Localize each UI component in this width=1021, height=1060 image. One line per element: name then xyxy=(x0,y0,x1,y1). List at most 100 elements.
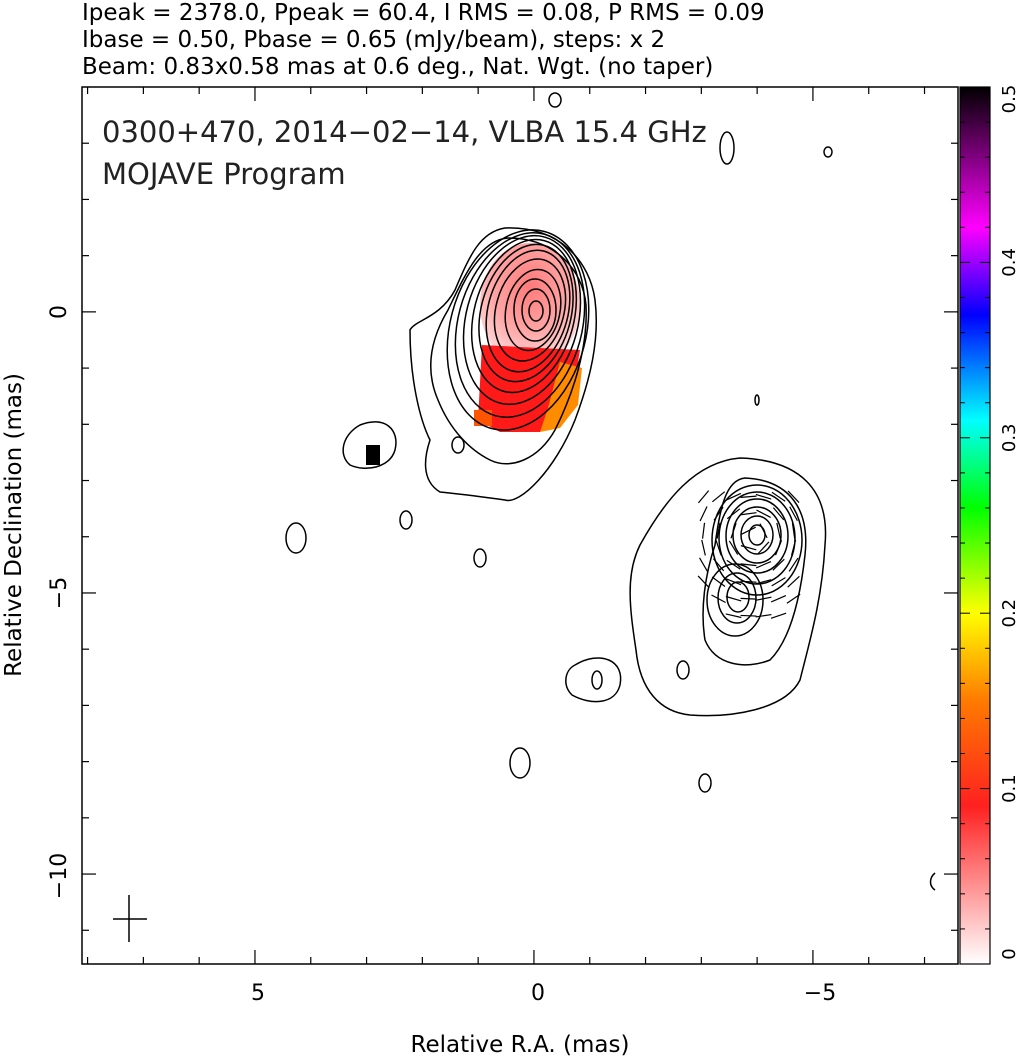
polarization-vector xyxy=(755,613,772,618)
polarization-vector xyxy=(772,507,785,521)
core-contour-outer xyxy=(409,227,598,502)
core-contour-2 xyxy=(429,237,587,465)
southern-contours xyxy=(565,457,827,717)
core-contour-11 xyxy=(513,278,557,342)
core-contour-13 xyxy=(528,300,544,322)
south-contour-3 xyxy=(711,484,803,596)
core-contour-8 xyxy=(485,249,571,373)
core-contours xyxy=(342,227,598,502)
south-contour-blob xyxy=(676,660,690,680)
polarization-patch-black xyxy=(366,445,380,465)
x-tick-label-0: 0 xyxy=(531,981,545,1006)
colorbar-tick-labels: 0 0.1 0.2 0.3 0.4 0.5 xyxy=(999,85,1020,960)
core-contour-7 xyxy=(478,243,574,383)
polarization-vector xyxy=(787,575,800,588)
polarization-vector xyxy=(699,557,709,572)
x-tick-label-minus5: −5 xyxy=(804,981,836,1006)
polarization-vector xyxy=(740,580,757,583)
polarization-vector xyxy=(730,522,737,539)
polarization-vector xyxy=(756,509,771,518)
polarization-vectors xyxy=(697,490,801,619)
polarization-vector xyxy=(701,539,706,556)
polarization-vector xyxy=(771,491,786,502)
beam-marker xyxy=(113,895,147,942)
core-contour-3 xyxy=(446,229,590,431)
polarization-vector xyxy=(755,596,772,601)
polarization-vector xyxy=(740,545,757,551)
south-b-contour-1 xyxy=(706,563,764,637)
polarization-vector xyxy=(699,506,708,522)
plot-frame xyxy=(81,86,959,965)
south-contour-2 xyxy=(702,477,807,666)
polarization-vector xyxy=(697,490,710,504)
polarization-vector xyxy=(716,522,721,539)
polarization-patch-edge xyxy=(474,410,492,426)
colorbar-tick-label: 0.5 xyxy=(999,85,1020,114)
core-contour-12 xyxy=(521,288,551,332)
colorbar-tick-label: 0.1 xyxy=(999,774,1020,803)
polarization-vector xyxy=(755,579,772,585)
header-line-1: Ipeak = 2378.0, Ppeak = 60.4, I RMS = 0.… xyxy=(82,0,765,26)
polarization-vector xyxy=(741,526,756,535)
polarization-vector xyxy=(697,575,710,588)
x-tick-label-5: 5 xyxy=(251,981,265,1006)
noise-contour-1 xyxy=(548,92,562,108)
noise-contour-11 xyxy=(929,872,936,891)
core-contour-bay-1 xyxy=(342,421,397,469)
south-contour-side xyxy=(565,657,622,703)
polarization-vector xyxy=(725,613,742,619)
polarization-vector xyxy=(726,559,741,570)
polarization-vector xyxy=(740,495,757,498)
polarization-vector xyxy=(788,557,799,572)
core-contour-bay-2 xyxy=(451,436,465,454)
noise-contour-10 xyxy=(698,773,712,793)
polarization-vector xyxy=(711,576,726,587)
polarization-vector xyxy=(728,540,739,555)
colorbar xyxy=(959,86,991,965)
core-contour-6 xyxy=(470,238,578,394)
polarization-vector xyxy=(770,612,787,619)
noise-contour-4 xyxy=(285,522,307,554)
y-tick-label-minus5: −5 xyxy=(47,577,72,609)
polarization-vector xyxy=(791,522,796,539)
polarization-vector xyxy=(701,522,706,539)
polarization-vector xyxy=(740,563,757,567)
core-contour-5 xyxy=(462,234,582,406)
noise-contour-8 xyxy=(591,670,603,690)
polarization-vector xyxy=(755,493,772,500)
noise-contours xyxy=(285,92,936,891)
south-contour-outer xyxy=(629,457,827,717)
header-line-3: Beam: 0.83x0.58 mas at 0.6 deg., Nat. Wg… xyxy=(82,54,714,80)
south-contour-7 xyxy=(740,515,774,555)
noise-contour-5 xyxy=(399,510,413,530)
polarization-vector xyxy=(713,506,724,521)
south-contour-8 xyxy=(748,524,766,546)
x-axis-label: Relative R.A. (mas) xyxy=(411,1032,630,1058)
polarization-vector xyxy=(774,540,783,556)
south-contour-6 xyxy=(732,506,782,564)
axis-ticks xyxy=(82,87,958,964)
polarization-vector xyxy=(740,597,757,600)
noise-contour-3 xyxy=(823,146,833,158)
plot-title: 0300+470, 2014−02−14, VLBA 15.4 GHz xyxy=(102,115,707,149)
polarization-vector xyxy=(759,523,768,539)
polarization-vector xyxy=(726,508,741,520)
core-contour-9 xyxy=(493,258,567,362)
colorbar-tick-label: 0 xyxy=(999,948,1020,959)
polarization-vector xyxy=(757,541,770,555)
south-contour-5 xyxy=(725,498,789,574)
polarization-vector xyxy=(789,506,798,522)
core-contour-4 xyxy=(454,232,586,418)
polarization-vector xyxy=(740,512,757,516)
polarization-vector xyxy=(712,491,726,503)
colorbar-tick-label: 0.2 xyxy=(999,599,1020,628)
polarization-vector xyxy=(787,490,800,503)
polarization-vector xyxy=(712,558,725,572)
plot-subtitle: MOJAVE Program xyxy=(102,157,346,191)
polarization-vector xyxy=(776,522,781,539)
south-b-contour-3 xyxy=(726,581,750,613)
noise-contour-2 xyxy=(719,131,735,165)
polarization-vector xyxy=(725,578,742,586)
polarization-vector xyxy=(790,539,797,556)
